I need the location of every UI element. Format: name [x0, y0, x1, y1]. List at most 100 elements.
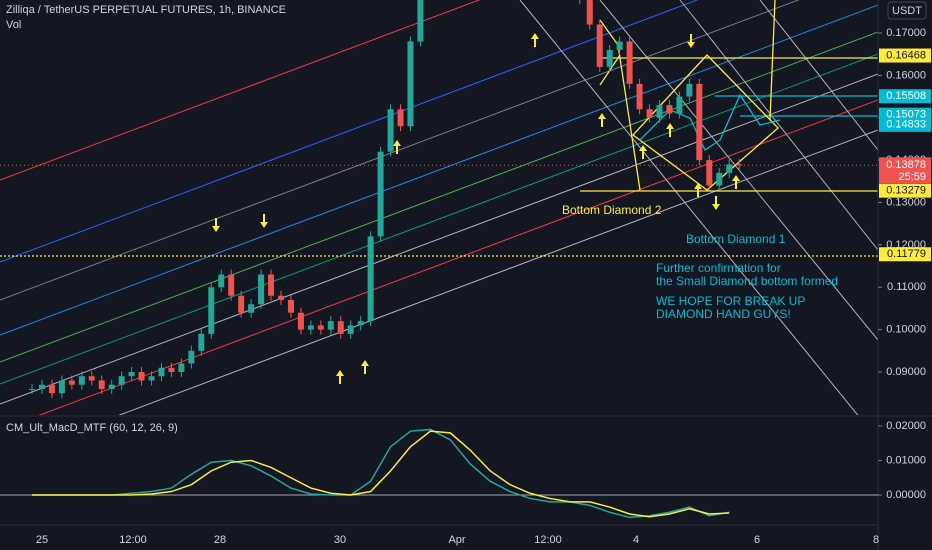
currency-box[interactable] [887, 1, 927, 20]
time-label: 6 [754, 534, 760, 546]
pitchfork-line [519, 0, 859, 415]
annotation: DIAMOND HAND GUYS! [656, 307, 791, 321]
price-tag-label: 0.14833 [886, 119, 926, 131]
candle [228, 274, 235, 296]
candle [596, 24, 603, 67]
price-tag-label: 0.15073 [886, 109, 926, 121]
annotation: Bottom Diamond 2 [562, 203, 662, 217]
price-tick-label: 0.17000 [886, 27, 926, 39]
candle [327, 321, 334, 330]
candle [98, 380, 105, 389]
candle [626, 41, 633, 84]
price-tag [879, 48, 931, 63]
macd-line [32, 428, 730, 519]
channel-line [0, 0, 699, 263]
indicator: 0.02000 0.01000 0.00000 [0, 420, 926, 519]
candle [307, 325, 314, 330]
candle [178, 363, 185, 372]
candle [58, 380, 65, 394]
candle [68, 380, 75, 385]
candle [686, 83, 693, 97]
candle [616, 41, 623, 50]
drawings [0, 0, 878, 257]
channel-line [0, 0, 481, 181]
price-tag-label: 0.15508 [886, 90, 926, 102]
candle [198, 333, 205, 351]
price-tag [879, 183, 931, 198]
countdown: 25:59 [898, 171, 926, 183]
candle [417, 0, 424, 42]
annotation: Bottom Diamond 1 [686, 232, 786, 246]
time-label: 8 [873, 534, 879, 546]
candle [138, 372, 145, 381]
channel-line [0, 0, 800, 301]
price-tag [879, 89, 931, 104]
candle [317, 325, 324, 330]
channel-line [0, 73, 878, 405]
indicator-tick-label: 0.01000 [886, 454, 926, 466]
candle [148, 376, 155, 381]
time-label: 12:00 [534, 534, 562, 546]
candle [258, 274, 265, 305]
time-label: Apr [448, 534, 465, 546]
volume-label: Vol [6, 19, 21, 31]
candle [278, 295, 284, 300]
candle [38, 384, 45, 389]
price-tag-label: 0.11779 [887, 248, 926, 260]
channel-line [0, 4, 878, 336]
candle [407, 41, 414, 127]
price-tick-label: 0.10000 [886, 324, 926, 336]
candle [696, 83, 703, 161]
currency[interactable]: USDT [892, 5, 922, 17]
candle [347, 325, 354, 334]
symbol-title: Zilliqa / TetherUS PERPETUAL FUTURES, 1h… [6, 4, 286, 16]
channel-line [118, 129, 878, 415]
indicator-tick-label: 0.02000 [886, 420, 926, 432]
annotation: WE HOPE FOR BREAK UP [656, 294, 805, 308]
price-tick-label: 0.11000 [887, 281, 926, 293]
time-label: 12:00 [119, 534, 147, 546]
candle [88, 376, 95, 381]
indicator-title: CM_Ult_MacD_MTF (60, 12, 26, 9) [6, 422, 178, 434]
price-tag-label: 0.16468 [886, 49, 926, 61]
channel-line [0, 31, 878, 363]
candle [377, 151, 384, 237]
candle [367, 236, 374, 322]
candle [387, 109, 394, 152]
candle [168, 367, 175, 372]
candle [218, 274, 225, 288]
candle [48, 384, 55, 394]
candle [736, 164, 743, 166]
pitchfork-line [679, 0, 878, 251]
candle [357, 321, 364, 326]
candle [676, 96, 683, 114]
candle [268, 274, 275, 296]
price-tag-label: 0.13279 [886, 185, 926, 197]
candle [297, 312, 304, 330]
indicator-tick-label: 0.00000 [886, 489, 926, 501]
candle [726, 164, 733, 173]
annotation: the Small Diamond bottom formed [656, 274, 838, 288]
candle [666, 105, 673, 114]
last-price-tag [879, 157, 931, 184]
candle [586, 0, 593, 25]
candle [606, 49, 613, 67]
last-price: 0.13878 [886, 159, 926, 171]
candle [248, 304, 255, 313]
time-label: 30 [334, 534, 346, 546]
signal-line [32, 430, 730, 518]
candle [636, 83, 643, 110]
candle [188, 350, 195, 364]
candle [337, 321, 344, 334]
arrows [212, 33, 740, 384]
candle [128, 372, 135, 377]
candle [29, 388, 35, 390]
candle [158, 367, 165, 377]
time-label: 28 [214, 534, 226, 546]
candle [706, 160, 713, 186]
channel-line [38, 99, 878, 415]
candle [287, 299, 294, 313]
candle [108, 384, 115, 389]
candle [716, 172, 723, 186]
price-tick-label: 0.09000 [886, 366, 926, 378]
